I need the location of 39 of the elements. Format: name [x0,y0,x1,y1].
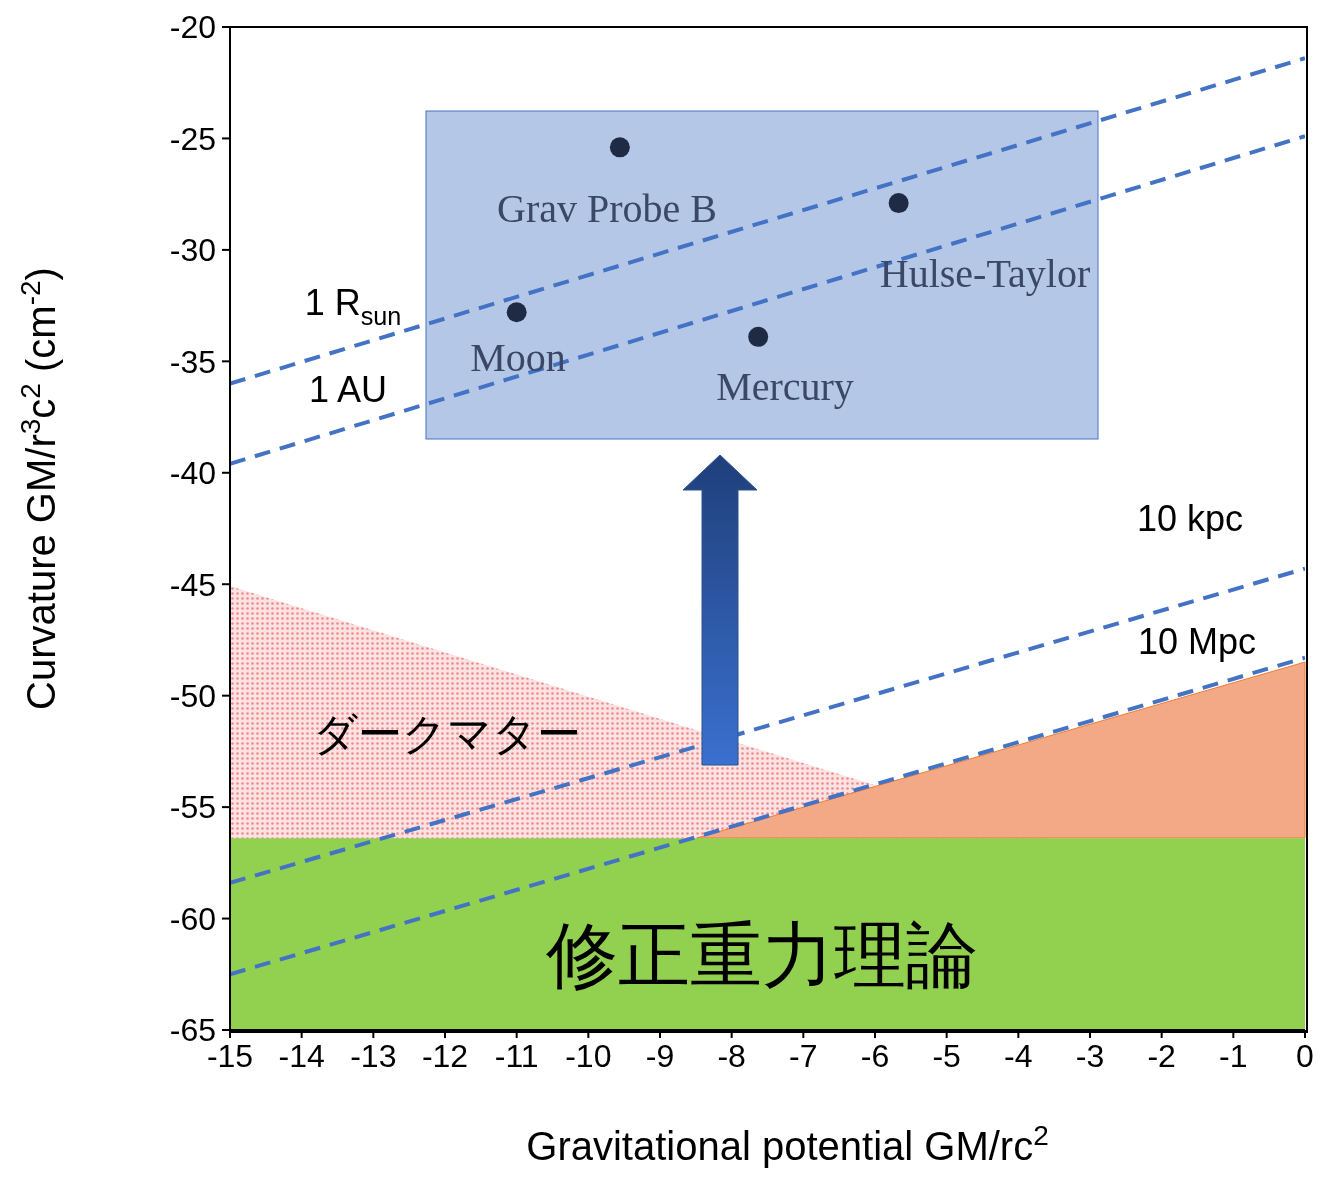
x-tick-label: -7 [789,1037,818,1074]
annotation: Moon [470,334,566,380]
y-tick-label: -45 [169,566,216,603]
x-tick-label: -11 [494,1037,539,1074]
y-tick-label: -35 [169,343,216,380]
annotation: Hulse-Taylor [879,250,1091,296]
x-tick-label: 0 [1296,1037,1314,1074]
x-tick-label: -4 [1004,1037,1033,1074]
x-tick-label: -2 [1147,1037,1176,1074]
point [748,326,769,347]
x-tick-label: -13 [350,1037,397,1074]
annotation: 修正重力理論 [546,915,978,995]
annotation: ダークマター [313,708,581,758]
annotation: Mercury [716,363,854,409]
x-tick-label: -9 [645,1037,675,1074]
annotation: 1 R$_{sun}$ [304,281,402,330]
x-axis-title: Gravitational potential GM/rc$^{2}$ [526,1119,1049,1168]
x-tick-label: -3 [1075,1037,1105,1074]
x-tick-label: -8 [717,1037,746,1074]
y-tick-label: -30 [169,232,216,269]
x-tick-label: -1 [1219,1037,1248,1074]
y-tick-label: -20 [169,9,216,46]
y-tick-label: -50 [169,678,216,715]
x-tick-label: -6 [860,1037,890,1074]
y-tick-label: -55 [169,789,216,826]
annotation: 10 Mpc [1137,620,1257,662]
y-tick-label: -60 [169,900,216,937]
point [506,302,527,323]
x-tick-label: -12 [421,1037,469,1074]
x-tick-label: -5 [932,1037,961,1074]
annotation: 10 kpc [1136,497,1244,539]
x-tick-label: -14 [278,1037,325,1074]
y-tick-label: -40 [169,455,216,492]
annotation: Grav Probe B [497,185,717,231]
point [888,193,909,214]
annotation: 1 AU [308,368,388,410]
y-tick-label: -25 [169,120,216,157]
point [609,137,630,158]
x-tick-label: -10 [565,1037,612,1074]
